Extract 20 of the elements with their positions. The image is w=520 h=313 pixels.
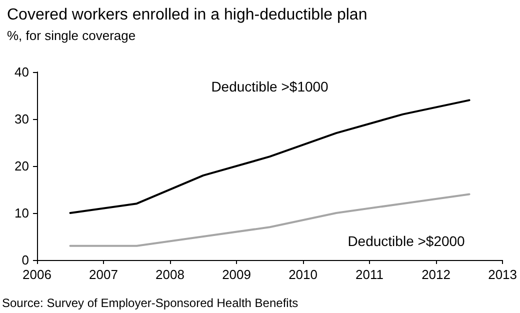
x-tick-label: 2013: [488, 267, 517, 282]
x-tick-label: 2012: [422, 267, 450, 282]
chart-title: Covered workers enrolled in a high-deductible plan: [7, 6, 368, 24]
source-note: Source: Survey of Employer-Sponsored Health Benefits: [2, 296, 298, 310]
text: Deductible >$1000: [211, 78, 329, 95]
y-tick-label: 40: [14, 64, 29, 80]
x-tick-label: 2009: [222, 267, 251, 282]
y-tick-label: 0: [22, 252, 29, 268]
x-tick-label: 2007: [89, 267, 118, 282]
x-tick-label: 2008: [156, 267, 184, 282]
x-tick-label: 2011: [356, 267, 384, 282]
y-tick-label: 30: [14, 112, 29, 126]
line-series: [69, 99, 470, 214]
chart-subtitle: %, for single coverage: [7, 28, 136, 43]
x-tick-label: 2006: [22, 267, 52, 282]
y-tick-label: 20: [14, 158, 29, 174]
y-tick-label: 10: [14, 206, 29, 220]
line-series: [69, 193, 470, 247]
series-label: Deductible >$2000: [348, 233, 466, 249]
x-tick-label: 2010: [288, 267, 318, 282]
